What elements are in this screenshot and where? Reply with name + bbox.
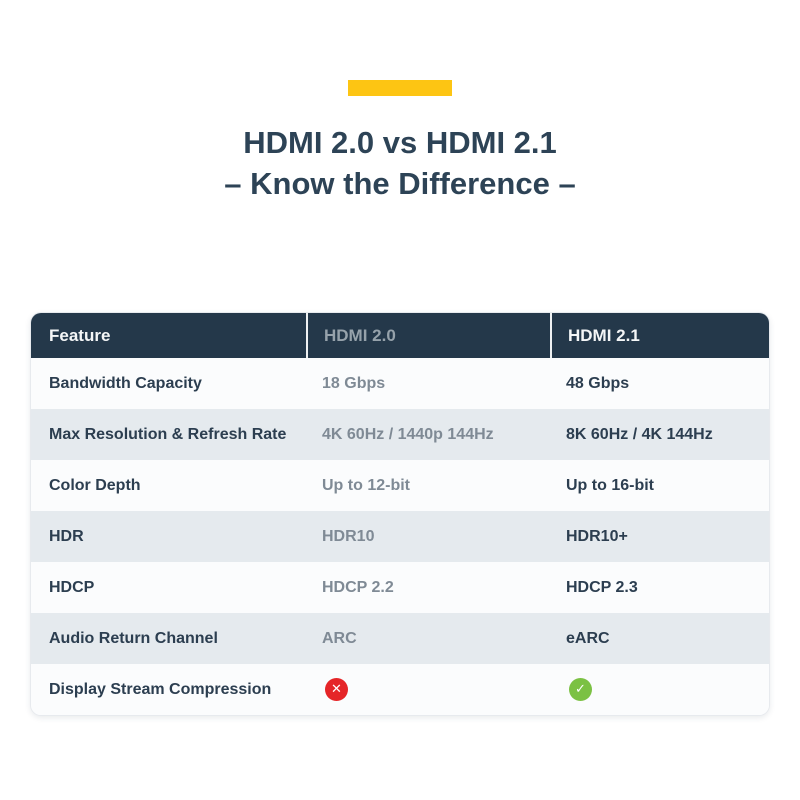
table-row: Bandwidth Capacity 18 Gbps 48 Gbps: [31, 358, 769, 409]
comparison-table: Feature HDMI 2.0 HDMI 2.1 Bandwidth Capa…: [30, 312, 770, 716]
feature-label: HDR: [49, 527, 84, 545]
table-row: Display Stream Compression ✕ ✓: [31, 664, 769, 715]
hdmi-2-0-value: 18 Gbps: [322, 374, 386, 392]
accent-bar: [348, 80, 452, 96]
hdmi-2-1-value: HDR10+: [566, 527, 628, 545]
hdmi-2-1-value: Up to 16-bit: [566, 476, 654, 494]
feature-label: Bandwidth Capacity: [49, 374, 202, 392]
hdmi-2-0-value: HDCP 2.2: [322, 578, 394, 596]
hdmi-2-1-value: HDCP 2.3: [566, 578, 638, 596]
page-title: HDMI 2.0 vs HDMI 2.1 – Know the Differen…: [0, 122, 800, 204]
feature-label: Max Resolution & Refresh Rate: [49, 425, 287, 443]
table-row: HDR HDR10 HDR10+: [31, 511, 769, 562]
hdmi-2-1-value: ✓: [550, 678, 769, 701]
check-circle-icon: ✓: [569, 678, 592, 701]
hdmi-2-0-value: ARC: [322, 629, 357, 647]
feature-label: Color Depth: [49, 476, 141, 494]
hdmi-2-0-value: Up to 12-bit: [322, 476, 410, 494]
table-row: HDCP HDCP 2.2 HDCP 2.3: [31, 562, 769, 613]
hdmi-2-1-value: 48 Gbps: [566, 374, 630, 392]
page-title-line1: HDMI 2.0 vs HDMI 2.1: [243, 125, 557, 160]
table-row: Color Depth Up to 12-bit Up to 16-bit: [31, 460, 769, 511]
feature-label: Audio Return Channel: [49, 629, 218, 647]
column-header-feature: Feature: [49, 325, 111, 345]
table-body: Bandwidth Capacity 18 Gbps 48 Gbps Max R…: [31, 358, 769, 715]
table-row: Max Resolution & Refresh Rate 4K 60Hz / …: [31, 409, 769, 460]
cross-circle-icon: ✕: [325, 678, 348, 701]
hdmi-2-1-value: eARC: [566, 629, 610, 647]
page-title-line2: – Know the Difference –: [224, 166, 576, 201]
feature-label: Display Stream Compression: [49, 680, 272, 698]
hdmi-2-0-value: HDR10: [322, 527, 375, 545]
column-header-hdmi-2-1: HDMI 2.1: [550, 313, 769, 358]
column-header-hdmi-2-0: HDMI 2.0: [306, 313, 550, 358]
hdmi-2-0-value: ✕: [306, 678, 550, 701]
table-row: Audio Return Channel ARC eARC: [31, 613, 769, 664]
hdmi-2-1-value: 8K 60Hz / 4K 144Hz: [566, 425, 713, 443]
table-header-row: Feature HDMI 2.0 HDMI 2.1: [31, 313, 769, 358]
hdmi-2-0-value: 4K 60Hz / 1440p 144Hz: [322, 425, 494, 443]
feature-label: HDCP: [49, 578, 95, 596]
